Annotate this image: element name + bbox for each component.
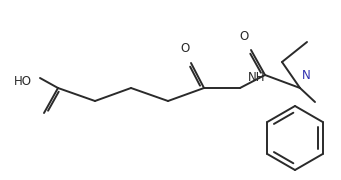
Text: N: N bbox=[302, 69, 311, 82]
Text: NH: NH bbox=[248, 71, 266, 84]
Text: HO: HO bbox=[14, 75, 32, 87]
Text: O: O bbox=[239, 30, 249, 43]
Text: O: O bbox=[180, 42, 190, 55]
